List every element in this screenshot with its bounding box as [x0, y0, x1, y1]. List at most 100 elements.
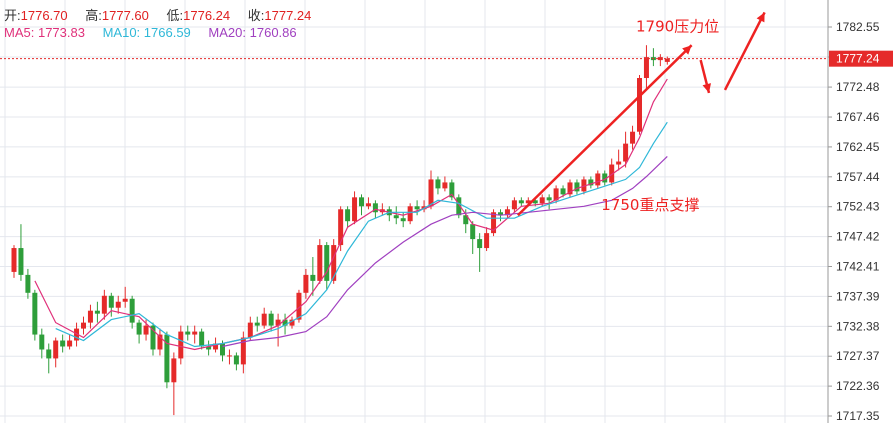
current-price-tag	[829, 50, 893, 67]
ma10-readout: MA10: 1766.59	[103, 25, 191, 40]
candle-body	[324, 245, 330, 281]
high-value: 1777.60	[101, 8, 149, 23]
candle-body	[74, 328, 80, 341]
close-label: 收:	[247, 8, 265, 23]
candle-body	[400, 218, 406, 222]
moving-average-lines	[34, 78, 668, 351]
y-tick-label: 1762.45	[836, 140, 880, 154]
ma5-line	[34, 78, 668, 351]
candle-body	[504, 209, 510, 216]
y-tick-label: 1742.41	[836, 259, 880, 273]
candle-body	[171, 358, 177, 383]
candle-body	[254, 322, 260, 326]
annotation-arrows	[517, 11, 766, 217]
candle-body	[108, 295, 114, 308]
candle-body	[18, 248, 24, 275]
candle-body	[470, 224, 476, 240]
candle-body	[213, 343, 219, 350]
candle-body	[359, 197, 364, 207]
candle-body	[518, 200, 524, 204]
y-tick-label: 1767.46	[836, 110, 880, 124]
candle-body	[352, 197, 358, 222]
candle-body	[623, 143, 629, 162]
y-tick-label: 1752.43	[836, 200, 880, 214]
candles	[11, 45, 670, 416]
candle-body	[372, 203, 378, 213]
candle-body	[414, 206, 420, 210]
candle-body	[11, 248, 17, 272]
high-label: 高:	[85, 8, 102, 23]
candle-body	[365, 203, 371, 207]
candle-body	[185, 331, 191, 335]
y-tick-label: 1727.37	[836, 349, 880, 363]
candle-body	[129, 298, 135, 323]
ma20-label: MA20:	[208, 25, 246, 40]
ma5-value: 1773.83	[37, 25, 85, 40]
candle-body	[331, 245, 337, 281]
y-tick-label: 1722.36	[836, 379, 880, 393]
y-tick-label: 1782.55	[836, 20, 880, 34]
low-readout: 低:1776.24	[167, 8, 231, 23]
ma20-readout: MA20: 1760.86	[208, 25, 296, 40]
annotations: 1790压力位 1750重点支撑	[601, 17, 719, 213]
candle-body	[345, 209, 351, 222]
candle-body	[32, 292, 38, 335]
candle-body	[240, 337, 246, 365]
candle-body	[317, 245, 323, 281]
candle-body	[491, 212, 497, 234]
candle-body	[338, 209, 344, 246]
candle-body	[539, 197, 545, 204]
candle-body	[643, 57, 649, 79]
candle-body	[477, 239, 483, 249]
candle-body	[206, 346, 212, 350]
ma5-readout: MA5: 1773.83	[4, 25, 85, 40]
candle-body	[122, 298, 128, 302]
candle-body	[532, 200, 538, 204]
candle-body	[268, 313, 274, 326]
open-readout: 开:1776.70	[4, 8, 68, 23]
candle-body	[87, 310, 93, 323]
y-tick-label: 1732.38	[836, 319, 880, 333]
candle-body	[407, 206, 413, 222]
ma20-line	[222, 155, 668, 348]
candle-body	[136, 322, 142, 335]
y-tick-label: 1747.42	[836, 230, 880, 244]
candle-body	[81, 322, 86, 329]
candle-body	[289, 319, 295, 326]
low-value: 1776.24	[183, 8, 231, 23]
ma-readout: MA5: 1773.83 MA10: 1766.59 MA20: 1760.86	[4, 25, 311, 40]
candle-body	[616, 161, 622, 165]
candle-body	[567, 182, 573, 195]
candle-body	[39, 334, 45, 350]
candle-body	[463, 215, 469, 225]
candle-body	[143, 325, 149, 335]
candle-body	[560, 188, 566, 195]
arrow-shaft	[723, 11, 766, 91]
y-tick-label: 1737.39	[836, 289, 880, 303]
open-label: 开:	[4, 8, 21, 23]
candle-body	[192, 331, 198, 335]
candle-body	[233, 355, 239, 365]
ma10-value: 1766.59	[143, 25, 191, 40]
candle-body	[101, 295, 107, 314]
candle-body	[602, 173, 608, 183]
y-tick-label: 1772.48	[836, 80, 880, 94]
ma5-label: MA5:	[4, 25, 35, 40]
candle-body	[178, 331, 184, 359]
candle-body	[199, 331, 205, 347]
candle-body	[498, 212, 503, 216]
candle-body	[511, 200, 517, 210]
high-readout: 高:1777.60	[85, 8, 149, 23]
candle-body	[449, 182, 455, 198]
candle-body	[442, 182, 448, 189]
candle-body	[303, 274, 309, 293]
ma10-label: MA10:	[102, 25, 141, 40]
candle-body	[46, 349, 52, 359]
candle-body	[637, 78, 642, 132]
candle-body	[630, 131, 636, 144]
arrow-head	[756, 12, 765, 23]
candle-body	[226, 355, 232, 357]
arrow-head	[682, 45, 692, 55]
